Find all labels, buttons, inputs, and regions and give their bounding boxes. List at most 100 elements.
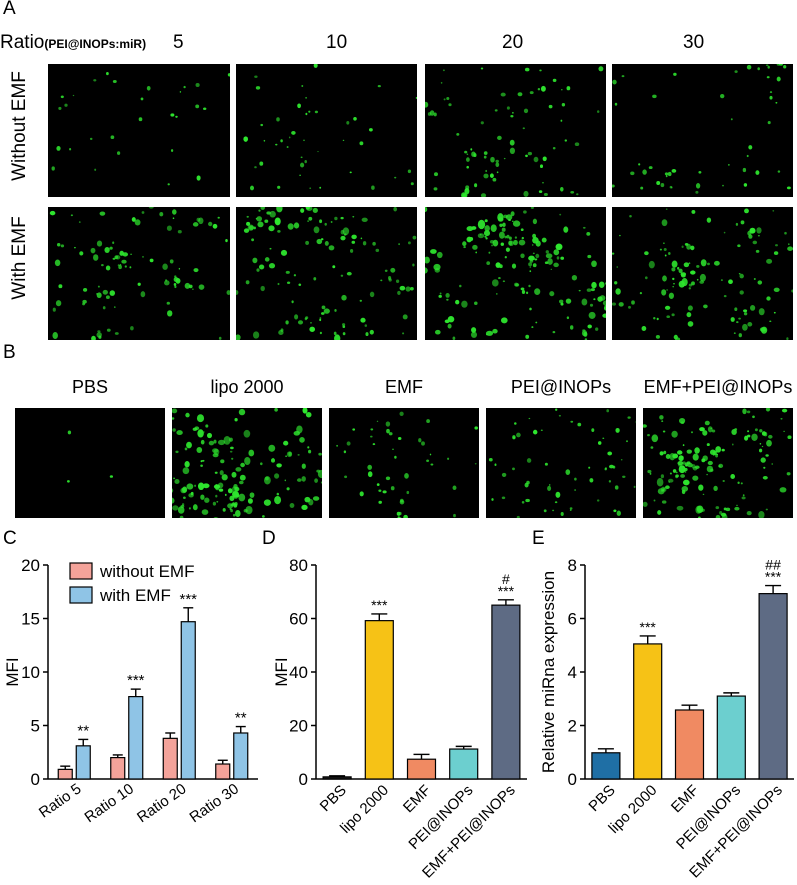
micrograph-speckles xyxy=(612,64,791,194)
bar-with-emf xyxy=(128,696,144,780)
micrograph-a-without-10 xyxy=(236,64,417,197)
y-tick-label: 40 xyxy=(289,663,308,682)
significance-label: ** xyxy=(77,722,89,739)
micrograph-speckles xyxy=(172,408,322,518)
bar-with-emf xyxy=(180,621,196,780)
bar xyxy=(591,752,621,780)
bar xyxy=(758,593,788,780)
legend-swatch xyxy=(69,562,93,580)
y-tick-label: 5 xyxy=(31,717,40,736)
significance-label: *** xyxy=(498,583,515,599)
significance-label: ** xyxy=(235,710,247,727)
micrograph-a-with-5 xyxy=(48,207,230,340)
micrograph-b-pbs xyxy=(15,408,165,518)
bar-without-emf xyxy=(215,763,231,780)
panel-a-label: A xyxy=(3,0,16,19)
y-tick-label: 15 xyxy=(21,610,40,629)
bar xyxy=(322,776,352,780)
panel-b-label: B xyxy=(3,342,16,363)
micrograph-b-emf xyxy=(329,408,479,518)
bar xyxy=(491,604,521,780)
y-tick-label: 10 xyxy=(21,663,40,682)
y-tick-label: 0 xyxy=(568,770,577,789)
bar xyxy=(716,695,746,780)
x-tick-label: EMF xyxy=(400,782,434,816)
legend-swatch xyxy=(69,586,93,604)
significance-label: ## xyxy=(765,557,781,573)
x-tick-label: Ratio 5 xyxy=(36,780,85,821)
micrograph-speckles xyxy=(236,207,417,340)
y-tick-label: 20 xyxy=(21,556,40,575)
bar-with-emf xyxy=(75,745,91,780)
significance-label: *** xyxy=(127,672,145,689)
micrograph-a-without-5 xyxy=(48,64,230,197)
row-label-with-emf: With EMF xyxy=(9,216,30,300)
chart-c: 0 5 10 15 20 MFI ** Ratio 5 *** Ratio 10 *** Ratio … xyxy=(3,556,258,826)
micrograph-b-pei xyxy=(486,408,636,518)
bar xyxy=(406,758,437,780)
x-tick-label: PBS xyxy=(317,782,350,815)
y-tick-label: 60 xyxy=(289,610,308,629)
y-tick-label: 20 xyxy=(289,717,308,736)
significance-label: *** xyxy=(179,591,197,608)
significance-label: *** xyxy=(765,569,782,585)
significance-label: # xyxy=(502,571,510,587)
micrograph-b-emf-pei xyxy=(643,408,793,518)
y-tick-label: 6 xyxy=(568,610,577,629)
panel-e-label: E xyxy=(532,528,545,549)
b-col-emf: EMF xyxy=(385,377,423,397)
micrograph-speckles xyxy=(51,72,230,186)
y-tick-label: 4 xyxy=(568,663,577,682)
micrograph-b-lipo xyxy=(172,408,322,518)
micrograph-a-with-20 xyxy=(425,207,606,340)
ratio-label: Ratio xyxy=(0,32,45,53)
y-tick-label: 8 xyxy=(568,556,577,575)
b-col-pbs: PBS xyxy=(71,377,109,397)
panel-d-label: D xyxy=(262,528,276,549)
bar-without-emf xyxy=(57,768,73,780)
x-tick-label: Ratio 30 xyxy=(187,780,243,826)
x-tick-label: PBS xyxy=(585,782,618,815)
x-tick-label: Ratio 20 xyxy=(134,780,190,826)
bar xyxy=(633,643,663,780)
b-col-emf-pei: EMF+PEI@INOPs xyxy=(643,377,793,397)
col-header-10: 10 xyxy=(326,32,348,53)
micrograph-speckles xyxy=(643,408,792,518)
b-col-pei: PEI@INOPs xyxy=(510,377,612,397)
micrograph-speckles xyxy=(243,64,417,191)
bar xyxy=(364,620,394,780)
y-tick-label: 0 xyxy=(299,770,308,789)
micrograph-speckles xyxy=(336,411,478,518)
micrograph-speckles xyxy=(488,408,636,518)
panel-c-label: C xyxy=(3,528,17,549)
b-col-lipo: lipo 2000 xyxy=(210,377,284,397)
bar xyxy=(449,748,479,780)
bar-with-emf xyxy=(233,732,249,780)
micrograph-speckles xyxy=(67,430,114,483)
y-axis-label: MFI xyxy=(3,657,22,686)
micrograph-speckles xyxy=(425,66,604,197)
legend-label: without EMF xyxy=(99,562,194,581)
y-tick-label: 80 xyxy=(289,556,308,575)
micrograph-speckles xyxy=(49,207,230,340)
y-tick-label: 2 xyxy=(568,717,577,736)
micrograph-a-without-20 xyxy=(425,64,606,197)
x-tick-label: EMF xyxy=(668,782,702,816)
micrograph-a-with-10 xyxy=(236,207,417,340)
micrograph-a-without-30 xyxy=(612,64,793,197)
bar-without-emf xyxy=(110,757,126,780)
significance-label: *** xyxy=(371,597,388,613)
micrograph-speckles xyxy=(612,208,793,340)
col-header-20: 20 xyxy=(502,32,524,53)
col-header-5: 5 xyxy=(173,32,184,53)
ratio-sublabel: (PEI@INOPs:miR) xyxy=(44,37,147,51)
bar-without-emf xyxy=(162,737,178,780)
y-axis-label: Relative miRna expression xyxy=(539,571,558,773)
micrograph-speckles xyxy=(425,207,606,340)
ratio-header: Ratio(PEI@INOPs:miR) xyxy=(0,32,146,54)
significance-label: *** xyxy=(640,619,657,635)
y-tick-label: 0 xyxy=(31,770,40,789)
